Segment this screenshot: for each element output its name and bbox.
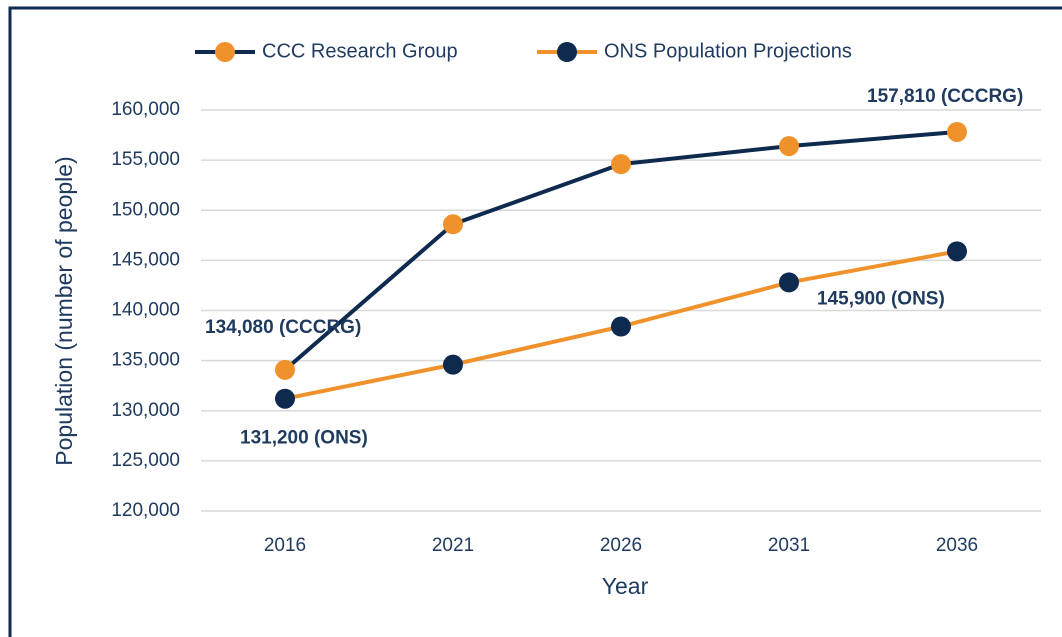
y-axis-label: Population (number of people) xyxy=(51,156,77,465)
y-tick-label: 130,000 xyxy=(111,400,180,421)
data-label: 157,810 (CCCRG) xyxy=(867,86,1023,107)
x-axis-label: Year xyxy=(602,573,649,599)
data-point xyxy=(947,241,967,262)
y-tick-label: 140,000 xyxy=(111,300,180,321)
x-tick-label: 2031 xyxy=(768,535,810,556)
legend-label: CCC Research Group xyxy=(262,40,458,62)
y-tick-label: 145,000 xyxy=(111,249,180,270)
x-tick-label: 2016 xyxy=(264,535,306,556)
legend-marker xyxy=(557,42,577,62)
data-point xyxy=(947,121,967,142)
y-tick-label: 155,000 xyxy=(111,149,180,170)
data-point xyxy=(611,316,631,337)
legend-label: ONS Population Projections xyxy=(604,40,852,62)
x-tick-label: 2026 xyxy=(600,535,642,556)
legend-marker xyxy=(215,42,235,62)
y-tick-label: 150,000 xyxy=(111,199,180,220)
y-tick-label: 125,000 xyxy=(111,450,180,471)
y-tick-label: 160,000 xyxy=(111,99,180,120)
x-tick-label: 2036 xyxy=(936,535,978,556)
data-point xyxy=(611,154,631,175)
data-point xyxy=(275,388,295,409)
data-point xyxy=(443,354,463,375)
data-label: 134,080 (CCCRG) xyxy=(205,317,361,338)
data-point xyxy=(275,359,295,380)
data-point xyxy=(443,214,463,235)
data-label: 131,200 (ONS) xyxy=(240,428,368,449)
x-tick-label: 2021 xyxy=(432,535,474,556)
y-tick-label: 120,000 xyxy=(111,500,180,521)
y-tick-label: 135,000 xyxy=(111,350,180,371)
data-point xyxy=(779,136,799,157)
frame xyxy=(8,6,1062,637)
data-label: 145,900 (ONS) xyxy=(817,288,945,309)
data-point xyxy=(779,272,799,293)
